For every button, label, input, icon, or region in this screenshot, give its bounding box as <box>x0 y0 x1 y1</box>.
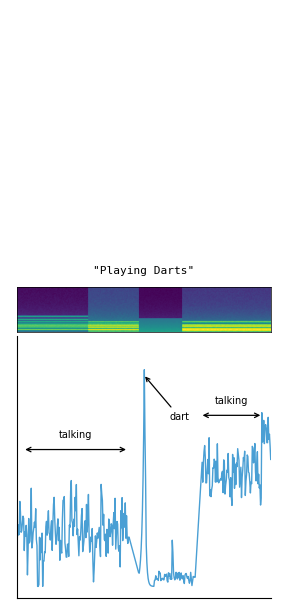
Text: talking: talking <box>215 396 248 406</box>
Text: dart: dart <box>146 378 189 422</box>
Text: "Playing Darts": "Playing Darts" <box>93 267 195 276</box>
Text: talking: talking <box>59 431 92 440</box>
